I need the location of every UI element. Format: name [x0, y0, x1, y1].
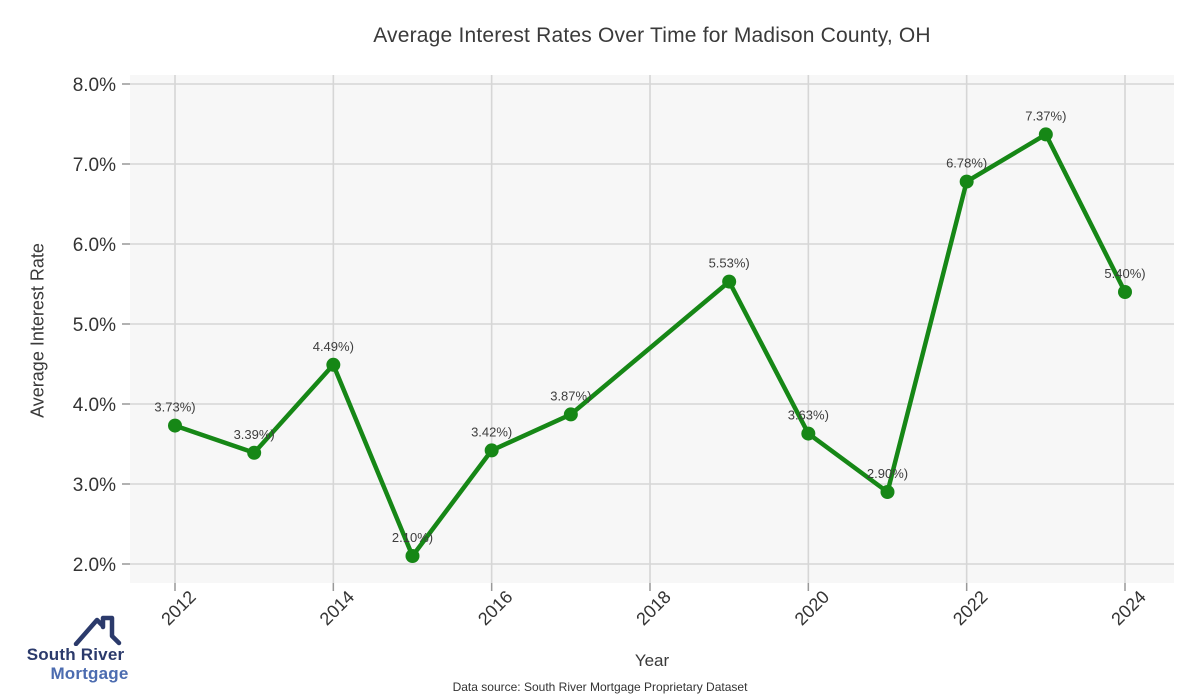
data-point — [168, 418, 182, 433]
data-point-label: 2.90%) — [867, 466, 908, 481]
y-tick-label: 3.0% — [73, 475, 116, 496]
data-point-label: 3.39%) — [234, 427, 275, 442]
x-tick-label: 2018 — [632, 587, 674, 629]
data-point-label: 2.10%) — [392, 530, 433, 545]
series-line — [172, 132, 1128, 559]
data-point — [1118, 285, 1132, 299]
x-axis-title: Year — [634, 651, 670, 670]
chart-title: Average Interest Rates Over Time for Mad… — [373, 24, 931, 47]
data-point-label: 5.40%) — [1104, 266, 1145, 281]
data-point-label: 4.49%) — [313, 339, 354, 354]
south-river-mortgage-logo: South River Mortgage — [18, 610, 148, 690]
data-point-label: 3.42%) — [471, 424, 512, 439]
data-point-label: 3.73%) — [154, 400, 195, 415]
data-point — [484, 443, 499, 458]
x-tick-label: 2014 — [316, 587, 358, 629]
data-point — [880, 485, 895, 499]
data-point — [247, 445, 262, 460]
x-tick-label: 2024 — [1107, 587, 1149, 629]
x-tick-label: 2012 — [157, 587, 199, 629]
y-tick-label: 2.0% — [73, 555, 116, 576]
data-point-label: 3.63%) — [788, 408, 829, 423]
data-point — [1038, 127, 1053, 142]
data-point — [722, 274, 737, 289]
data-point — [326, 357, 341, 372]
data-source-note: Data source: South River Mortgage Propri… — [452, 680, 748, 694]
line-chart: 8.0% 7.0% 6.0% 5.0% 4.0% 3.0% 2.0% 2012 2014 2016… — [73, 75, 1174, 629]
data-point — [405, 549, 420, 563]
logo-text-mortgage: Mortgage — [50, 664, 129, 683]
data-point — [563, 407, 578, 422]
x-tick-label: 2022 — [949, 587, 991, 629]
y-tick-label: 4.0% — [73, 395, 116, 416]
y-tick-label: 8.0% — [73, 75, 116, 96]
logo-text-south-river: South River — [26, 645, 125, 664]
data-point-label: 7.37%) — [1025, 108, 1066, 123]
x-tick-label: 2020 — [791, 587, 833, 629]
data-point-label: 6.78%) — [946, 156, 987, 171]
data-point-label: 3.87%) — [550, 388, 591, 403]
data-point — [959, 174, 974, 189]
y-tick-label: 6.0% — [73, 235, 116, 256]
x-tick-label: 2016 — [474, 587, 516, 629]
y-axis-title: Average Interest Rate — [27, 243, 48, 418]
y-tick-label: 5.0% — [73, 315, 116, 336]
y-tick-label: 7.0% — [73, 155, 116, 176]
data-point — [801, 426, 816, 441]
data-point-label: 5.53%) — [709, 256, 750, 271]
house-roof-icon — [73, 615, 122, 646]
